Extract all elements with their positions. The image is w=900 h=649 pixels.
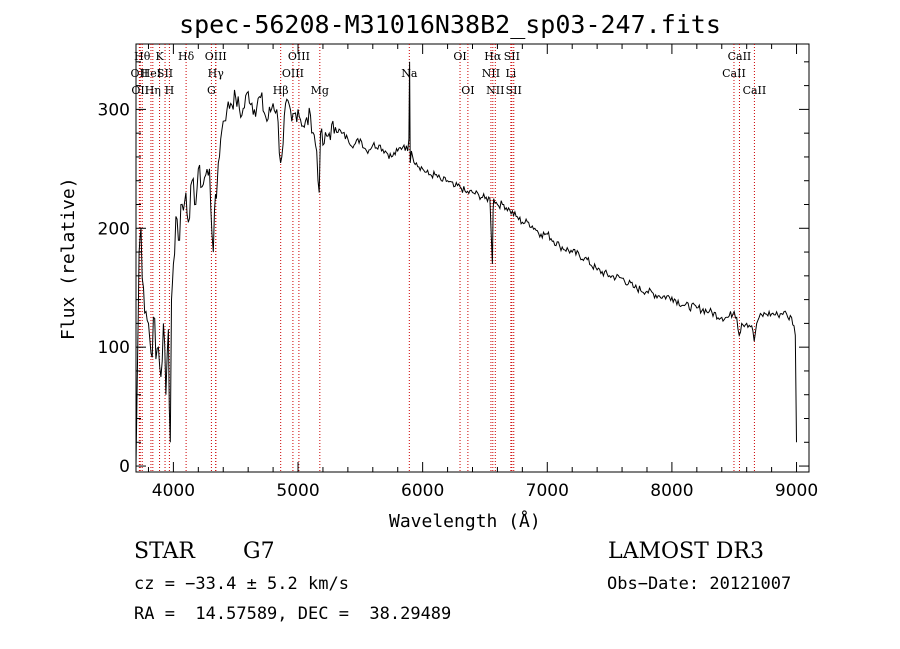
y-tick-label: 100 bbox=[98, 338, 130, 358]
line-label: NII bbox=[486, 84, 504, 97]
line-label: CaII bbox=[722, 67, 746, 80]
object-class: STAR bbox=[134, 539, 195, 564]
x-tick-label: 8000 bbox=[650, 481, 693, 501]
line-label: H bbox=[165, 84, 175, 97]
reference-lines bbox=[138, 44, 755, 472]
y-tick-label: 200 bbox=[98, 219, 130, 239]
line-label: Hδ bbox=[178, 50, 195, 63]
survey-name: LAMOST DR3 bbox=[608, 539, 764, 564]
line-label: Hθ bbox=[134, 50, 151, 63]
line-label: OIII bbox=[282, 67, 304, 80]
line-label: CaII bbox=[743, 84, 767, 97]
line-label: SII bbox=[504, 50, 520, 63]
line-label: OI bbox=[461, 84, 474, 97]
line-label: SII bbox=[157, 67, 173, 80]
x-tick-label: 4000 bbox=[152, 481, 195, 501]
line-label: Hα bbox=[484, 50, 502, 63]
coordinates: RA = 14.57589, DEC = 38.29489 bbox=[134, 604, 452, 624]
line-label: OIII bbox=[288, 50, 310, 63]
x-tick-label: 5000 bbox=[276, 481, 319, 501]
line-label: OI bbox=[453, 50, 466, 63]
plot-frame bbox=[135, 43, 810, 473]
x-tick-label: 6000 bbox=[401, 481, 444, 501]
line-label: Hγ bbox=[208, 67, 225, 80]
line-label: CaII bbox=[728, 50, 752, 63]
x-tick-label: 9000 bbox=[775, 481, 818, 501]
line-label: OII bbox=[131, 67, 149, 80]
obs-date: Obs−Date: 20121007 bbox=[607, 574, 792, 594]
line-label: OII bbox=[131, 84, 149, 97]
line-label: K bbox=[155, 50, 164, 63]
x-axis: 4000 5000 6000 7000 8000 9000 bbox=[147, 44, 818, 501]
line-label: OIII bbox=[205, 50, 227, 63]
x-axis-label: Wavelength (Å) bbox=[389, 511, 541, 532]
y-tick-label: 300 bbox=[98, 100, 130, 120]
line-label: G bbox=[207, 84, 216, 97]
chart-title: spec-56208-M31016N38B2_sp03-247.fits bbox=[179, 10, 721, 39]
object-subclass: G7 bbox=[243, 539, 275, 564]
line-label: Hβ bbox=[273, 84, 289, 97]
line-label: NII bbox=[482, 67, 500, 80]
line-label: SII bbox=[506, 84, 522, 97]
y-axis-label: Flux (relative) bbox=[58, 177, 79, 340]
x-tick-label: 7000 bbox=[526, 481, 569, 501]
y-tick-label: 0 bbox=[119, 457, 130, 477]
spectrum-line bbox=[135, 61, 797, 467]
line-label: Hη bbox=[145, 84, 161, 97]
line-label: HeI bbox=[141, 67, 161, 80]
y-axis: 0 100 200 300 bbox=[98, 61, 809, 477]
line-label: Mg bbox=[311, 84, 329, 97]
line-label: Li bbox=[505, 67, 516, 80]
redshift-cz: cz = −33.4 ± 5.2 km/s bbox=[134, 574, 349, 594]
